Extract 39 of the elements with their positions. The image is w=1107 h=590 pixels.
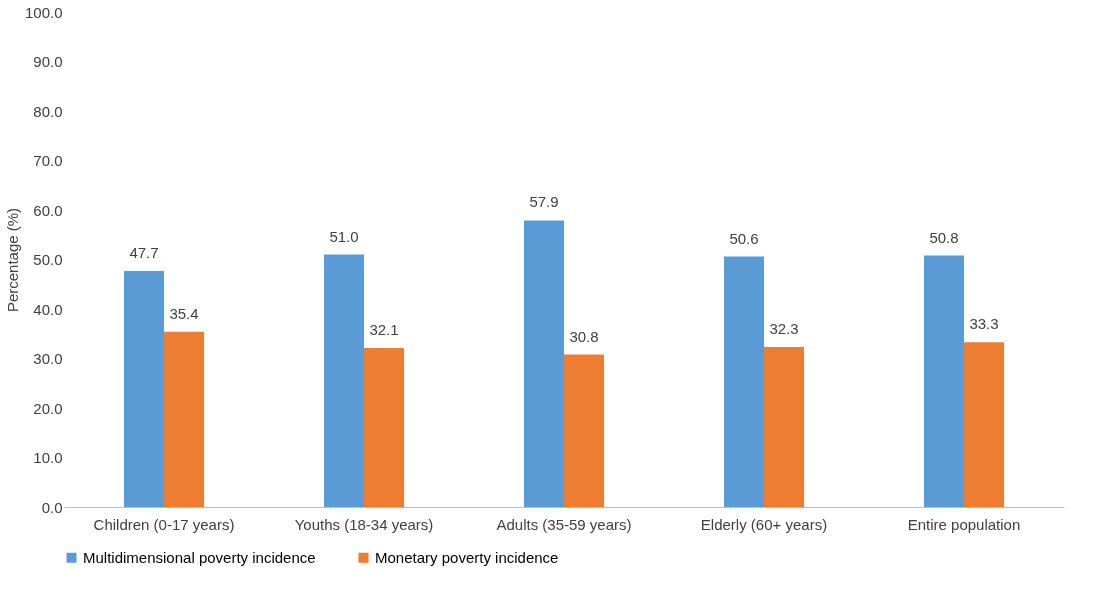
bar: [324, 254, 364, 507]
y-tick-label: 40.0: [33, 300, 63, 318]
data-label: 32.1: [369, 321, 399, 339]
bar: [364, 348, 404, 507]
y-axis-title: Percentage (%): [3, 207, 21, 313]
data-label: 50.8: [929, 228, 959, 246]
y-tick-label: 10.0: [33, 449, 63, 466]
data-label: 30.8: [569, 327, 599, 345]
legend-label: Multidimensional poverty incidence: [83, 548, 316, 566]
data-label: 51.0: [329, 227, 359, 245]
bar: [964, 342, 1004, 507]
legend-label: Monetary poverty incidence: [375, 548, 559, 566]
x-tick-label: Adults (35-59 years): [496, 515, 632, 533]
bar: [564, 354, 604, 507]
data-label: 50.6: [729, 229, 759, 247]
y-tick-label: 70.0: [33, 152, 63, 169]
bar: [924, 255, 964, 507]
y-tick-label: 60.0: [33, 201, 63, 219]
y-tick-label: 100.0: [24, 3, 63, 21]
data-label: 33.3: [969, 315, 999, 333]
bar: [524, 220, 564, 507]
x-tick-label: Children (0-17 years): [93, 515, 235, 533]
bar: [124, 270, 164, 507]
x-tick-label: Youths (18-34 years): [294, 515, 434, 533]
data-label: 35.4: [169, 304, 199, 322]
data-label: 57.9: [529, 193, 559, 211]
y-tick-label: 50.0: [33, 251, 63, 268]
bar: [764, 347, 804, 507]
x-tick-label: Entire population: [907, 515, 1021, 533]
bar: [164, 331, 204, 507]
y-tick-label: 30.0: [33, 350, 63, 367]
y-tick-label: 80.0: [33, 102, 63, 120]
y-tick-label: 90.0: [33, 53, 63, 70]
bar: [724, 256, 764, 507]
data-label: 47.7: [129, 243, 159, 261]
y-tick-label: 0.0: [41, 498, 63, 516]
x-tick-label: Elderly (60+ years): [700, 515, 828, 533]
data-label: 32.3: [769, 320, 799, 338]
y-tick-label: 20.0: [33, 399, 63, 417]
